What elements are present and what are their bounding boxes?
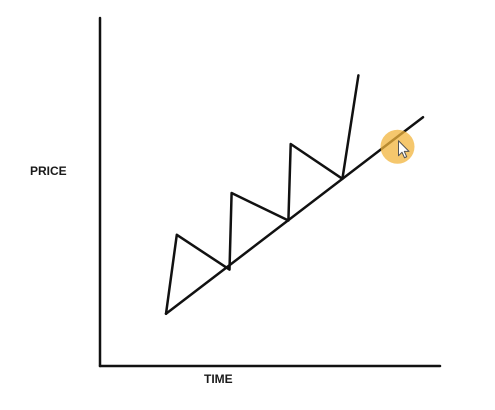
x-axis-label: TIME xyxy=(204,372,233,386)
cursor-highlight xyxy=(380,129,415,164)
y-axis-label: PRICE xyxy=(30,164,67,178)
price-path-line xyxy=(164,74,360,316)
mouse-pointer-icon xyxy=(398,140,410,159)
series-layer xyxy=(164,74,425,316)
cursor-layer xyxy=(380,129,415,164)
support-trendline xyxy=(164,115,425,316)
